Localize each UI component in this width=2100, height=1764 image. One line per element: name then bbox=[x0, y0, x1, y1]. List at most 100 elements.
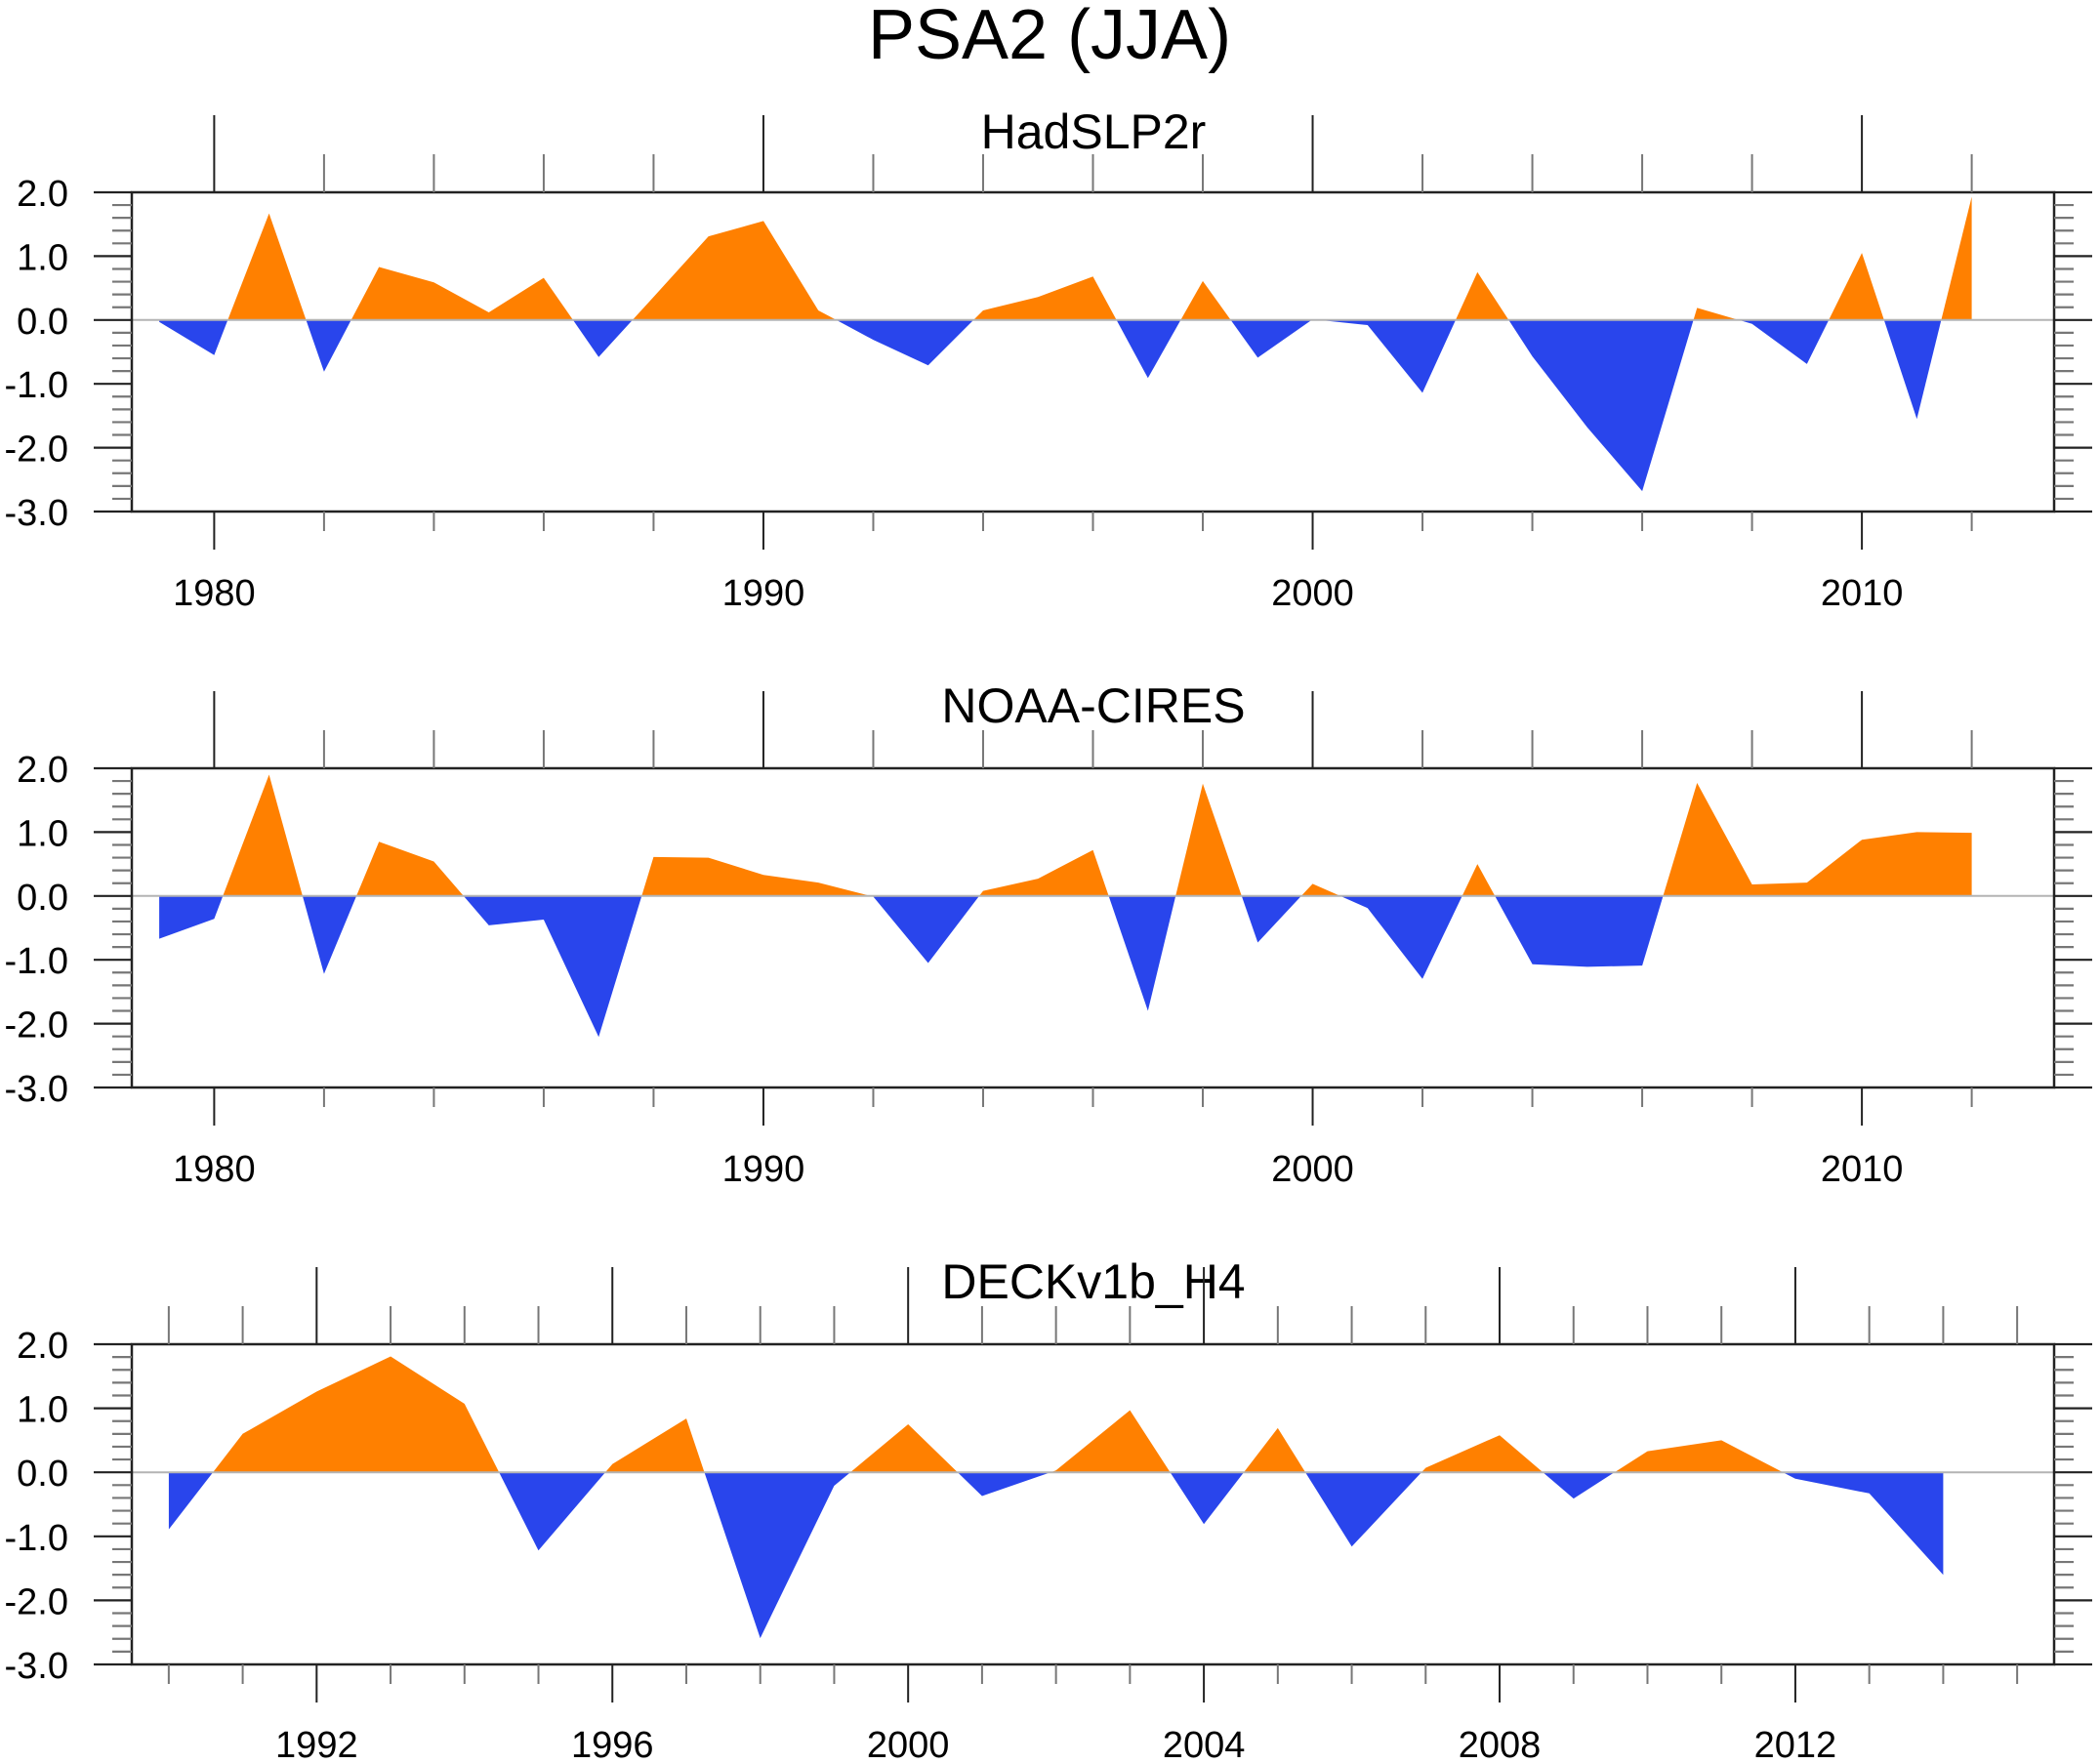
x-tick-label: 1996 bbox=[571, 1725, 654, 1764]
negative-area bbox=[1883, 319, 1942, 420]
positive-area bbox=[641, 856, 871, 896]
negative-area bbox=[870, 895, 979, 964]
negative-area bbox=[1116, 319, 1181, 379]
positive-area bbox=[1050, 1410, 1171, 1473]
positive-area bbox=[227, 213, 307, 320]
negative-area bbox=[1739, 319, 1830, 364]
y-tick-label: -1.0 bbox=[5, 941, 68, 982]
positive-area bbox=[1180, 280, 1231, 320]
x-tick-label: 2012 bbox=[1754, 1725, 1837, 1764]
positive-area bbox=[979, 849, 1109, 896]
panel-hadslp2r: HadSLP2r 2.0 1.0 0.0 -1.0 -2.0 -3.0 1980 1990 20… bbox=[5, 104, 2092, 614]
positive-area bbox=[1693, 308, 1740, 320]
y-tick-label: 0.0 bbox=[17, 302, 68, 343]
y-tick-label: 2.0 bbox=[17, 750, 68, 791]
y-tick-label: -3.0 bbox=[5, 493, 68, 534]
positive-area bbox=[1244, 1427, 1306, 1473]
y-tick-label: -3.0 bbox=[5, 1069, 68, 1110]
positive-area bbox=[1421, 1435, 1544, 1473]
positive-area bbox=[632, 221, 837, 320]
figure-title: PSA2 (JJA) bbox=[868, 0, 1231, 74]
x-tick-label: 1990 bbox=[722, 573, 805, 614]
plot-frame bbox=[130, 1342, 2056, 1666]
y-tick-label: 0.0 bbox=[17, 1454, 68, 1495]
negative-area bbox=[836, 319, 974, 366]
y-axis: 2.0 1.0 0.0 -1.0 -2.0 -3.0 bbox=[5, 174, 2092, 534]
x-tick-label: 2010 bbox=[1821, 573, 1904, 614]
x-axis: 1980 1990 2000 2010 bbox=[173, 115, 1973, 614]
y-tick-label: -1.0 bbox=[5, 1518, 68, 1559]
negative-area bbox=[306, 319, 351, 372]
positive-area bbox=[605, 1418, 705, 1473]
x-tick-label: 2008 bbox=[1459, 1725, 1542, 1764]
negative-area bbox=[957, 1472, 1050, 1497]
x-axis: 1980 1990 2000 2010 bbox=[173, 691, 1973, 1190]
negative-area bbox=[1339, 895, 1462, 979]
panel-deckv1b-h4: DECKv1b_H4 2.0 1.0 0.0 -1.0 -2.0 -3.0 1992 1996… bbox=[5, 1254, 2092, 1764]
positive-area bbox=[850, 1424, 958, 1473]
negative-area bbox=[572, 319, 633, 357]
negative-area bbox=[499, 1472, 605, 1551]
y-axis: 2.0 1.0 0.0 -1.0 -2.0 -3.0 bbox=[5, 750, 2092, 1110]
negative-area bbox=[159, 319, 228, 355]
plot-frame bbox=[130, 766, 2056, 1089]
x-tick-label: 2010 bbox=[1821, 1149, 1904, 1190]
positive-area bbox=[973, 276, 1117, 320]
positive-area bbox=[1614, 1440, 1784, 1473]
negative-area bbox=[704, 1472, 850, 1639]
panel-title: DECKv1b_H4 bbox=[941, 1254, 1245, 1309]
negative-area bbox=[1230, 319, 1312, 358]
negative-area bbox=[1508, 319, 1694, 492]
y-tick-label: 2.0 bbox=[17, 1326, 68, 1367]
panel-title: HadSLP2r bbox=[981, 104, 1207, 159]
y-tick-label: 1.0 bbox=[17, 813, 68, 854]
positive-area bbox=[350, 267, 573, 320]
area-fills bbox=[168, 1356, 1944, 1639]
positive-area bbox=[1663, 783, 1972, 896]
y-tick-label: 1.0 bbox=[17, 237, 68, 278]
x-tick-label: 2000 bbox=[1271, 1149, 1354, 1190]
positive-area bbox=[1829, 253, 1884, 320]
plot-frame bbox=[130, 190, 2056, 513]
y-tick-label: 2.0 bbox=[17, 174, 68, 215]
area-fills bbox=[159, 196, 1972, 492]
negative-area bbox=[1318, 319, 1456, 393]
negative-area bbox=[1305, 1472, 1421, 1547]
area-fills bbox=[159, 774, 1972, 1038]
negative-area bbox=[1783, 1472, 1944, 1576]
negative-area bbox=[159, 895, 224, 939]
x-tick-label: 2000 bbox=[1271, 573, 1354, 614]
y-tick-label: -3.0 bbox=[5, 1646, 68, 1687]
panel-title: NOAA-CIRES bbox=[941, 678, 1245, 733]
y-tick-label: 0.0 bbox=[17, 878, 68, 919]
y-tick-label: -2.0 bbox=[5, 1581, 68, 1622]
positive-area bbox=[1941, 196, 1972, 320]
positive-area bbox=[356, 841, 464, 896]
positive-area bbox=[1175, 783, 1242, 896]
positive-area bbox=[1462, 864, 1496, 896]
x-tick-label: 1992 bbox=[275, 1725, 358, 1764]
x-tick-label: 2000 bbox=[867, 1725, 950, 1764]
y-axis: 2.0 1.0 0.0 -1.0 -2.0 -3.0 bbox=[5, 1326, 2092, 1687]
x-axis: 1992 1996 2000 2004 2008 2012 bbox=[167, 1267, 2019, 1764]
y-tick-label: -2.0 bbox=[5, 1005, 68, 1046]
negative-area bbox=[1241, 895, 1301, 943]
negative-area bbox=[1170, 1472, 1244, 1525]
y-tick-label: 1.0 bbox=[17, 1390, 68, 1431]
negative-area bbox=[168, 1472, 214, 1530]
x-tick-label: 1980 bbox=[173, 1149, 256, 1190]
x-tick-label: 2004 bbox=[1163, 1725, 1246, 1764]
panel-noaa-cires: NOAA-CIRES 2.0 1.0 0.0 -1.0 -2.0 -3.0 1980 1990… bbox=[5, 678, 2092, 1190]
x-tick-label: 1990 bbox=[722, 1149, 805, 1190]
x-tick-label: 1980 bbox=[173, 573, 256, 614]
positive-area bbox=[223, 774, 303, 896]
negative-area bbox=[1108, 895, 1176, 1011]
positive-area bbox=[1300, 883, 1340, 896]
negative-area bbox=[463, 895, 642, 1038]
positive-area bbox=[1456, 271, 1509, 320]
positive-area bbox=[213, 1356, 500, 1473]
negative-area bbox=[302, 895, 357, 974]
negative-area bbox=[1543, 1472, 1615, 1499]
y-tick-label: -1.0 bbox=[5, 365, 68, 406]
